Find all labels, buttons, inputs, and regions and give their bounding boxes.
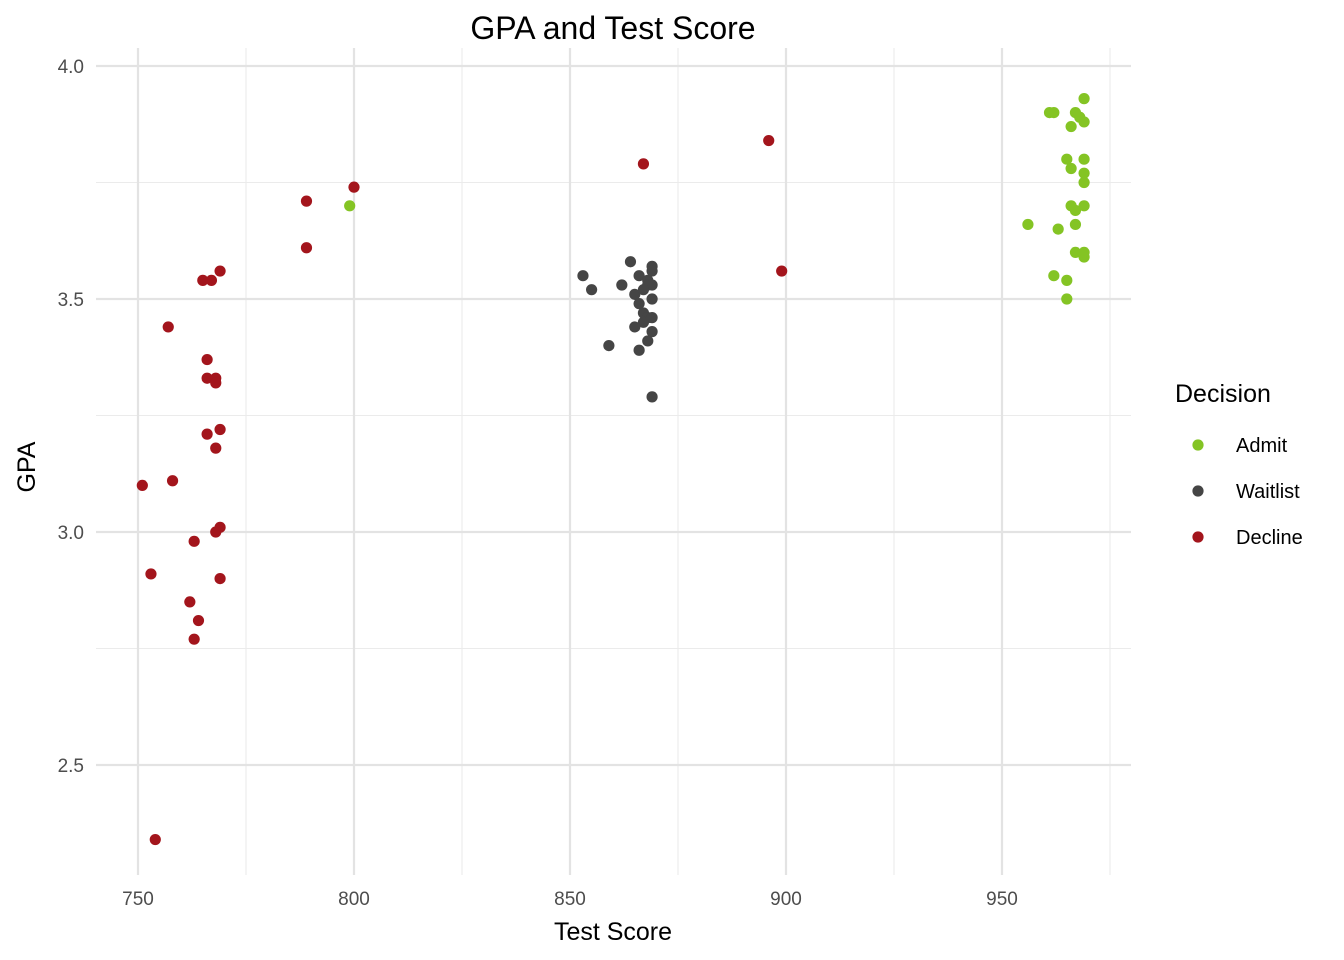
data-point-decline <box>201 428 213 440</box>
data-point-decline <box>149 833 161 846</box>
data-point-waitlist <box>633 270 645 282</box>
data-point-waitlist <box>633 344 645 356</box>
x-tick-label: 850 <box>554 889 586 910</box>
data-point-admit <box>1048 270 1060 282</box>
data-point-admit <box>1061 274 1073 286</box>
data-point-admit <box>1065 162 1077 175</box>
data-point-decline <box>205 274 218 286</box>
data-point-waitlist <box>629 321 641 333</box>
data-point-admit <box>1078 176 1090 189</box>
legend-label-decline: Decline <box>1236 527 1303 549</box>
legend-label-admit: Admit <box>1236 435 1288 457</box>
data-point-waitlist <box>646 265 658 277</box>
x-axis-title: Test Score <box>554 918 672 946</box>
x-tick-label: 800 <box>338 889 370 910</box>
minor-gridlines <box>96 48 1131 875</box>
data-point-waitlist <box>646 312 658 324</box>
data-point-decline <box>300 242 313 254</box>
y-axis-ticks: 2.5 3.0 3.5 4.0 <box>58 57 84 777</box>
data-point-decline <box>192 614 205 627</box>
data-point-admit <box>1048 107 1060 119</box>
data-point-admit <box>1078 116 1090 128</box>
data-point-decline <box>776 265 788 277</box>
data-point-waitlist <box>586 284 598 296</box>
x-tick-label: 750 <box>122 889 154 910</box>
x-tick-label: 950 <box>986 889 1018 910</box>
data-point-decline <box>197 274 209 286</box>
data-point-decline <box>348 181 360 193</box>
data-point-decline <box>300 195 313 207</box>
legend-key-admit <box>1192 439 1204 451</box>
data-point-decline <box>184 596 196 608</box>
data-point-admit <box>1078 167 1090 179</box>
data-point-admit <box>1061 293 1073 305</box>
data-point-admit <box>1078 200 1090 212</box>
data-point-admit <box>1069 246 1082 258</box>
data-point-waitlist <box>646 293 658 305</box>
legend-key-decline <box>1192 531 1204 543</box>
data-point-decline <box>162 321 174 333</box>
data-point-admit <box>1078 251 1090 263</box>
data-point-waitlist <box>642 335 654 347</box>
data-point-admit <box>1065 120 1077 133</box>
data-point-waitlist <box>646 326 658 338</box>
data-point-waitlist <box>624 256 637 268</box>
legend: Decision Admit Waitlist Decline <box>1175 380 1303 549</box>
data-point-decline <box>210 377 222 389</box>
legend-items: Admit Waitlist Decline <box>1192 435 1303 549</box>
legend-title: Decision <box>1175 380 1271 408</box>
legend-key-waitlist <box>1192 485 1204 497</box>
data-point-waitlist <box>637 284 650 296</box>
data-point-decline <box>188 535 200 547</box>
data-point-admit <box>344 200 356 212</box>
data-point-decline <box>145 568 157 580</box>
data-point-decline <box>210 442 222 454</box>
legend-label-waitlist: Waitlist <box>1236 481 1300 503</box>
data-point-admit <box>1078 93 1090 105</box>
data-point-waitlist <box>603 340 615 352</box>
data-point-admit <box>1061 153 1073 165</box>
major-gridlines <box>96 48 1131 875</box>
data-point-decline <box>763 134 775 147</box>
data-point-decline <box>188 633 200 645</box>
x-tick-label: 900 <box>770 889 802 910</box>
data-point-decline <box>201 353 213 366</box>
data-point-decline <box>214 265 226 277</box>
data-point-waitlist <box>629 288 641 300</box>
x-axis-ticks: 750 800 850 900 950 <box>122 889 1018 910</box>
data-point-decline <box>214 423 226 436</box>
y-axis-title: GPA <box>13 441 41 492</box>
chart-title: GPA and Test Score <box>470 10 755 46</box>
data-point-decline <box>210 526 222 538</box>
data-point-admit <box>1078 153 1090 165</box>
y-tick-label: 3.5 <box>58 290 84 311</box>
y-tick-label: 2.5 <box>58 756 84 777</box>
data-point-admit <box>1022 218 1034 231</box>
data-point-waitlist <box>577 270 589 282</box>
y-tick-label: 4.0 <box>58 57 84 78</box>
data-point-waitlist <box>616 279 628 291</box>
data-point-admit <box>1069 218 1082 231</box>
data-point-decline <box>214 573 226 585</box>
data-point-waitlist <box>637 316 650 328</box>
data-point-waitlist <box>633 298 645 310</box>
data-point-decline <box>637 158 650 170</box>
data-point-decline <box>201 372 213 384</box>
data-point-admit <box>1052 223 1064 235</box>
data-point-waitlist <box>646 391 658 403</box>
data-points <box>136 93 1090 846</box>
data-point-admit <box>1069 204 1082 217</box>
data-point-decline <box>166 475 179 487</box>
data-point-waitlist <box>646 279 658 291</box>
data-point-decline <box>136 479 148 491</box>
y-tick-label: 3.0 <box>58 523 84 544</box>
